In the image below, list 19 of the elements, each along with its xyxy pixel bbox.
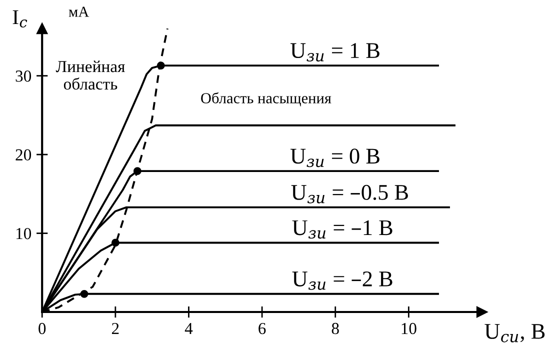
x-tick-label: 2 <box>112 322 119 334</box>
x-tick-label: 0 <box>38 322 46 334</box>
y-tick-label: 20 <box>16 149 32 160</box>
annotation: U$_{зи}$ = 0 В <box>290 148 380 168</box>
y-tick-label: 30 <box>16 70 32 82</box>
annotation: U$_{зи}$ = 1 В <box>290 43 380 62</box>
x-tick-label: 8 <box>332 322 339 334</box>
annotation: Линейная область <box>56 60 125 90</box>
annotation: U$_{зи}$ = –0.5 В <box>291 184 408 204</box>
annotation: Область насыщения <box>201 92 332 106</box>
text: мА <box>68 6 90 17</box>
y-tick-label: 10 <box>16 228 32 240</box>
y-axis-title: I$_{c}$ <box>12 10 28 28</box>
annotation: U$_{зи}$ = –1 В <box>292 220 392 239</box>
annotation: U$_{зи}$ = –2 В <box>292 272 392 290</box>
x-tick-label: 6 <box>258 322 266 334</box>
x-tick-label: 10 <box>402 322 416 334</box>
x-tick-label: 4 <box>184 323 193 334</box>
x-axis-title: U$_{си}$, В <box>484 324 545 342</box>
